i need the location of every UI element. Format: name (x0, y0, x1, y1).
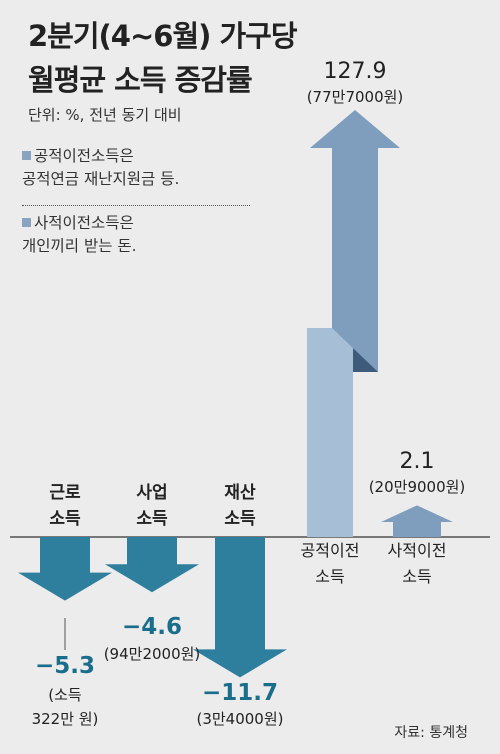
bar-arrow-up (310, 110, 400, 148)
dotted-divider (22, 205, 250, 206)
value-label: −5.3 (35, 653, 95, 679)
category-label: 사적이전 (388, 541, 447, 560)
bullet-square-icon (22, 218, 31, 227)
amount-label: (20만9000원) (369, 478, 466, 496)
unit-note: 단위: %, 전년 동기 대비 (28, 106, 182, 124)
category-label: 재산 (224, 483, 256, 503)
value-label: 127.9 (324, 59, 387, 84)
note-line: 공적연금 재난지원금 등. (22, 170, 180, 188)
note-public-transfer: 공적이전소득은 공적연금 재난지원금 등. (22, 145, 252, 191)
title-line-2: 월평균 소득 증감률 (28, 63, 253, 97)
note-line: 사적이전소득은 (34, 214, 134, 232)
category-label: 소득 (402, 567, 431, 586)
category-label: 사업 (136, 483, 167, 503)
bar-lower-segment (307, 328, 353, 537)
chart-title: 2분기(4~6월) 가구당 월평균 소득 증감률 (28, 14, 298, 102)
amount-label: (소득 (48, 686, 82, 704)
note-line: 개인끼리 받는 돈. (22, 237, 137, 255)
bar-arrow-down (105, 537, 199, 593)
bar-arrow-shaft (332, 148, 378, 372)
bullet-square-icon (22, 151, 31, 160)
category-label: 소득 (315, 567, 344, 586)
value-label: 2.1 (400, 449, 435, 474)
amount-label: (77만7000원) (307, 88, 404, 106)
note-private-transfer: 사적이전소득은 개인끼리 받는 돈. (22, 212, 252, 258)
category-label: 소득 (224, 509, 256, 529)
bar-arrow-up (381, 505, 453, 537)
category-label: 공적이전 (301, 541, 360, 560)
amount-label: (3만4000원) (196, 710, 283, 728)
amount-label: 322만 원) (32, 710, 99, 728)
category-label: 소득 (136, 509, 168, 529)
bar-arrow-down (18, 537, 112, 601)
value-label: −11.7 (202, 680, 278, 706)
value-label: −4.6 (122, 614, 182, 640)
amount-label: (94만2000원) (104, 645, 201, 663)
bar-arrow-down (193, 537, 287, 678)
source-credit: 자료: 통계청 (394, 725, 468, 741)
category-label: 근로 (49, 483, 81, 503)
title-line-1: 2분기(4~6월) 가구당 (28, 19, 298, 53)
category-label: 소득 (49, 509, 81, 529)
note-line: 공적이전소득은 (34, 147, 134, 165)
